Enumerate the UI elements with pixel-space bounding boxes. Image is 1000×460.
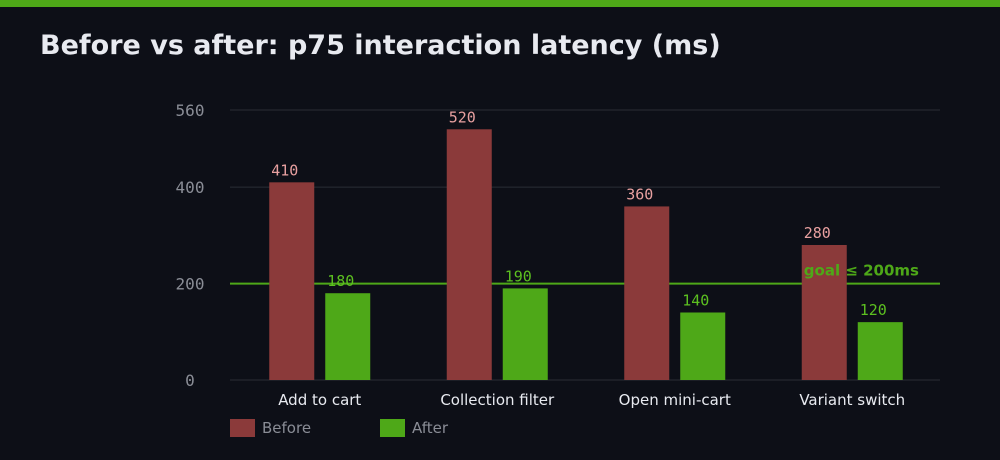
x-tick-label: Add to cart	[278, 391, 361, 409]
data-label: 180	[327, 272, 354, 290]
data-label: 140	[682, 292, 709, 310]
goal-label: goal ≤ 200ms	[804, 262, 919, 280]
y-tick-label: 0	[185, 371, 195, 390]
y-tick-label: 560	[176, 101, 205, 120]
x-tick-label: Collection filter	[440, 391, 555, 409]
legend-label: Before	[262, 419, 311, 437]
before-bar	[801, 245, 847, 380]
chart-title: Before vs after: p75 interaction latency…	[40, 30, 721, 61]
accent-bar	[0, 0, 1000, 7]
data-label: 520	[449, 108, 476, 126]
before-bar	[269, 182, 315, 380]
before-bar	[624, 206, 670, 380]
y-tick-label: 400	[176, 178, 205, 197]
after-bar	[857, 322, 903, 380]
legend-label: After	[412, 419, 449, 437]
x-tick-label: Variant switch	[799, 391, 905, 409]
after-bar	[680, 312, 726, 380]
legend-swatch-after	[380, 419, 405, 437]
before-bar	[446, 129, 492, 380]
data-label: 280	[804, 224, 831, 242]
data-label: 410	[271, 161, 298, 179]
legend-swatch-before	[230, 419, 255, 437]
y-tick-label: 200	[176, 275, 205, 294]
x-tick-label: Open mini-cart	[619, 391, 731, 409]
after-bar	[325, 293, 371, 380]
data-label: 360	[626, 185, 653, 203]
data-label: 190	[505, 267, 532, 285]
data-label: 120	[860, 301, 887, 319]
after-bar	[502, 288, 548, 380]
